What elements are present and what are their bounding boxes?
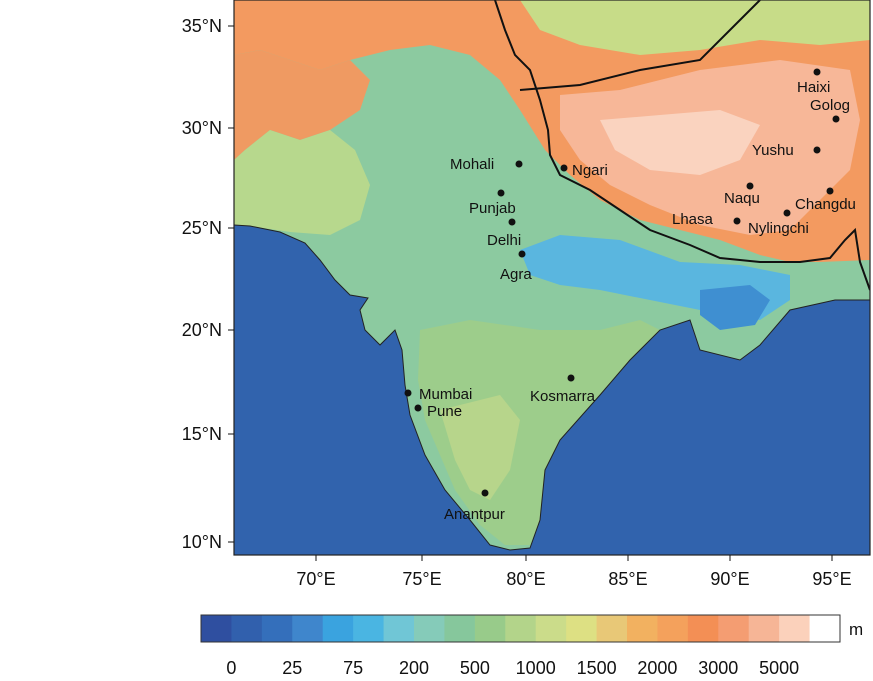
- elevation-map: [234, 0, 870, 555]
- colorbar-frame: [200, 614, 841, 643]
- place-dot: [481, 489, 489, 497]
- place-dot: [733, 217, 741, 225]
- colorbar-tick-label: 500: [460, 658, 490, 678]
- colorbar-swatch: [292, 615, 324, 642]
- colorbar-swatch: [535, 615, 567, 642]
- colorbar-tick-label: 0: [226, 658, 236, 678]
- lat-tick-label: 35°N: [182, 16, 222, 36]
- colorbar-swatch: [596, 615, 628, 642]
- place-label: Naqu: [724, 190, 760, 207]
- place-dot: [567, 374, 575, 382]
- place-dot: [518, 250, 526, 258]
- tarim-basin: [520, 0, 870, 55]
- place-dot: [515, 160, 523, 168]
- lat-tick-label: 10°N: [182, 532, 222, 552]
- colorbar-swatch: [505, 615, 537, 642]
- place-label: Yushu: [752, 142, 794, 159]
- map-frame: [233, 0, 871, 556]
- place-label: Golog: [810, 97, 850, 114]
- place-dot: [832, 115, 840, 123]
- place-dot: [404, 389, 412, 397]
- colorbar-tick-label: 25: [282, 658, 302, 678]
- colorbar-swatch: [444, 615, 476, 642]
- place-label: Lhasa: [672, 211, 714, 228]
- colorbar-swatch: [231, 615, 263, 642]
- place-dot: [508, 218, 516, 226]
- place-label: Mohali: [450, 156, 494, 173]
- place-label: Kosmarra: [530, 388, 596, 405]
- colorbar-tick-label: 200: [399, 658, 429, 678]
- place-label: Pune: [427, 403, 462, 420]
- pakistan-plain: [234, 130, 370, 235]
- lon-tick-label: 95°E: [812, 569, 851, 589]
- colorbar-unit: m: [849, 620, 863, 639]
- lon-tick-label: 70°E: [296, 569, 335, 589]
- colorbar-swatch: [718, 615, 750, 642]
- place-markers: Haixi Golog Yushu Changdu Naqu Lhasa Nyl…: [404, 68, 856, 523]
- colorbar-tick-label: 1500: [577, 658, 617, 678]
- lon-tick-label: 75°E: [402, 569, 441, 589]
- colorbar-swatch: [322, 615, 354, 642]
- place-label: Delhi: [487, 232, 521, 249]
- lon-tick-label: 85°E: [608, 569, 647, 589]
- western-highland: [234, 50, 370, 160]
- place-label: Agra: [500, 266, 532, 283]
- lon-tick-label: 90°E: [710, 569, 749, 589]
- colorbar-swatch: [627, 615, 658, 642]
- colorbar-swatch: [383, 615, 415, 642]
- place-dot: [813, 146, 821, 154]
- place-dot: [414, 404, 422, 412]
- longitude-axis: 70°E 75°E 80°E 85°E 90°E 95°E: [296, 555, 852, 589]
- place-label: Changdu: [795, 196, 856, 213]
- colorbar-swatch: [414, 615, 445, 642]
- colorbar-swatch: [474, 615, 506, 642]
- colorbar-tick-label: 1000: [516, 658, 556, 678]
- place-label: Nylingchi: [748, 220, 809, 237]
- colorbar-tick-label: 5000: [759, 658, 799, 678]
- place-dot: [746, 182, 754, 190]
- elevation-colorbar: [200, 614, 841, 643]
- latitude-axis: 35°N 30°N 25°N 20°N 15°N 10°N: [182, 16, 234, 552]
- colorbar-tick-labels: 0 25 75 200 500 1000 1500 2000 3000 5000: [226, 658, 799, 678]
- colorbar-tick-label: 75: [343, 658, 363, 678]
- place-label: Ngari: [572, 162, 608, 179]
- colorbar-swatch: [261, 615, 293, 642]
- place-label: Punjab: [469, 200, 516, 217]
- place-dot: [560, 164, 568, 172]
- coastline: [234, 224, 870, 551]
- lat-tick-label: 15°N: [182, 424, 222, 444]
- lat-tick-label: 25°N: [182, 218, 222, 238]
- colorbar-swatch: [687, 615, 719, 642]
- place-label: Haixi: [797, 79, 830, 96]
- colorbar-tick-label: 2000: [637, 658, 677, 678]
- country-border-north: [519, 0, 761, 91]
- colorbar-tick-label: 3000: [698, 658, 738, 678]
- tibetan-plateau-peak: [600, 110, 760, 175]
- colorbar-swatch: [809, 615, 841, 642]
- colorbar-swatch: [566, 615, 598, 642]
- country-border: [494, 0, 870, 291]
- central-highland: [440, 395, 520, 500]
- colorbar-swatch: [657, 615, 689, 642]
- place-dot: [826, 187, 834, 195]
- place-dot: [783, 209, 791, 217]
- bangladesh-lowland: [700, 285, 770, 330]
- lat-tick-label: 30°N: [182, 118, 222, 138]
- lon-tick-label: 80°E: [506, 569, 545, 589]
- place-label: Mumbai: [419, 386, 472, 403]
- place-dot: [813, 68, 821, 76]
- place-dot: [497, 189, 505, 197]
- colorbar-swatch: [353, 615, 385, 642]
- colorbar-swatch: [748, 615, 780, 642]
- colorbar-swatch: [201, 615, 232, 642]
- colorbar-swatch: [779, 615, 811, 642]
- place-label: Anantpur: [444, 506, 505, 523]
- lat-tick-label: 20°N: [182, 320, 222, 340]
